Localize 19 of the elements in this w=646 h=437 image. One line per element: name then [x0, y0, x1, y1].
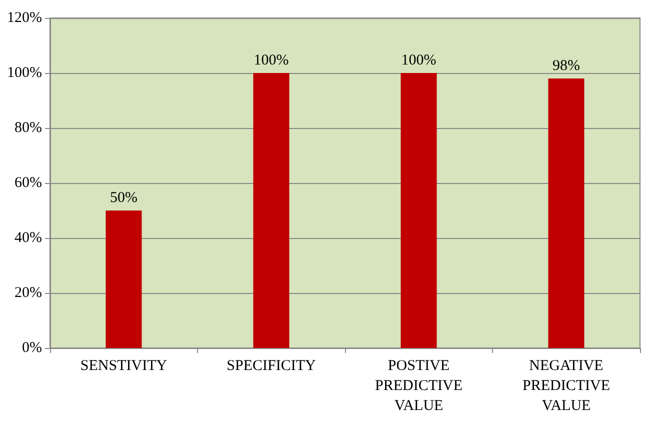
bar [106, 210, 142, 348]
y-tick-label: 20% [14, 285, 42, 301]
data-label: 98% [552, 58, 580, 74]
y-tick-label: 40% [14, 230, 42, 246]
y-tick-label: 0% [22, 340, 42, 356]
x-tick-label: SPECIFICITY [226, 358, 316, 374]
data-label: 100% [254, 52, 289, 68]
data-label: 100% [401, 52, 436, 68]
y-tick-label: 100% [7, 65, 42, 81]
bar [548, 78, 584, 348]
x-tick-label: POSTIVE PREDICTIVE VALUE [375, 358, 462, 414]
data-label: 50% [110, 190, 138, 206]
x-tick-label: NEGATIVE PREDICTIVE VALUE [522, 358, 610, 414]
bar [400, 73, 437, 348]
bar [253, 73, 290, 348]
y-tick-label: 60% [14, 175, 42, 191]
x-tick-label: SENSTIVITY [80, 358, 168, 374]
y-tick-label: 80% [14, 120, 42, 136]
y-tick-label: 120% [7, 10, 42, 26]
